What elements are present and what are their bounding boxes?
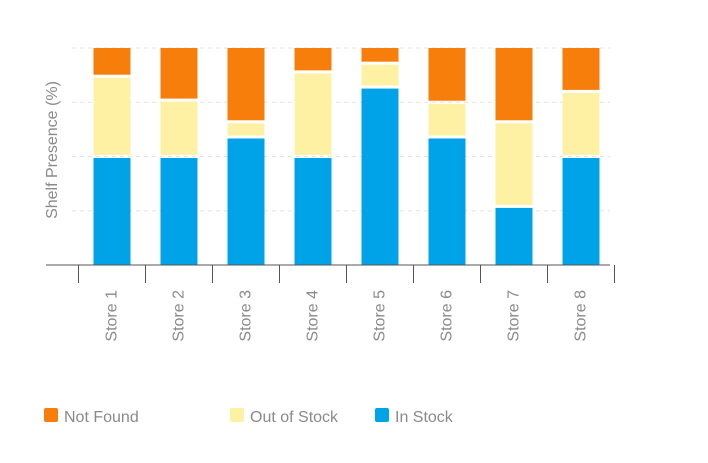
legend-item: Not Found: [44, 408, 139, 426]
bar-segment-out-of-stock: [160, 101, 198, 155]
y-axis-label: Shelf Presence (%): [44, 81, 61, 219]
bar-segment-not-found: [428, 48, 466, 101]
bar-stack-5: [361, 48, 399, 265]
axes: Store 1 Store 2 Store 3 Store 4 Store 5 Store…: [46, 264, 615, 342]
bar-stack-4: [294, 48, 332, 265]
x-tick-label: Store 3: [238, 290, 255, 342]
bar-segment-in-stock: [93, 158, 131, 265]
x-tick-label: Store 4: [305, 290, 322, 342]
legend-swatch: [44, 408, 58, 422]
bar-stack-8: [562, 48, 600, 265]
legend-item: In Stock: [375, 408, 454, 426]
bar-segment-not-found: [227, 48, 265, 121]
bars: [93, 48, 600, 265]
bar-segment-in-stock: [160, 158, 198, 265]
bar-segment-not-found: [160, 48, 198, 99]
bar-segment-out-of-stock: [361, 64, 399, 86]
x-tick-label: Store 1: [104, 290, 121, 342]
bar-stack-2: [160, 48, 198, 265]
legend-swatch: [230, 408, 244, 422]
bar-segment-in-stock: [227, 138, 265, 265]
bar-segment-not-found: [361, 48, 399, 62]
bar-segment-not-found: [495, 48, 533, 121]
bar-segment-out-of-stock: [495, 123, 533, 205]
bar-segment-in-stock: [562, 158, 600, 265]
bar-stack-6: [428, 48, 466, 265]
legend-label: Out of Stock: [250, 409, 339, 426]
bar-stack-7: [495, 48, 533, 265]
x-tick-label: Store 6: [439, 290, 456, 342]
bar-segment-in-stock: [495, 207, 533, 265]
bar-stack-3: [227, 48, 265, 265]
legend-item: Out of Stock: [230, 408, 339, 426]
bar-segment-out-of-stock: [562, 92, 600, 155]
x-tick-label: Store 2: [171, 290, 188, 342]
bar-segment-in-stock: [428, 138, 466, 265]
legend-swatch: [375, 408, 389, 422]
bar-segment-in-stock: [294, 158, 332, 265]
legend-label: Not Found: [64, 409, 139, 426]
bar-segment-in-stock: [361, 88, 399, 265]
bar-stack-1: [93, 48, 131, 265]
x-tick-label: Store 5: [372, 290, 389, 342]
bar-segment-out-of-stock: [227, 123, 265, 136]
x-tick-label: Store 7: [506, 290, 523, 342]
x-tick-label: Store 8: [573, 290, 590, 342]
bar-segment-out-of-stock: [428, 103, 466, 136]
bar-segment-not-found: [562, 48, 600, 90]
bar-segment-not-found: [93, 48, 131, 75]
legend: Not Found Out of Stock In Stock: [44, 408, 454, 426]
legend-label: In Stock: [395, 409, 454, 426]
bar-segment-out-of-stock: [294, 73, 332, 155]
bar-segment-not-found: [294, 48, 332, 71]
bar-segment-out-of-stock: [93, 77, 131, 155]
